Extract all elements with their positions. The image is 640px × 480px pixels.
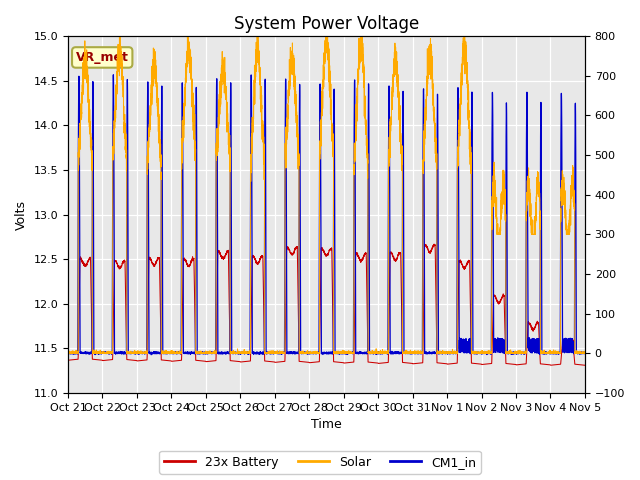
Solar [64, 350, 72, 356]
Solar [397, 144, 405, 149]
CM1_in [398, 350, 406, 356]
CM1_in [579, 350, 587, 356]
CM1_in [170, 350, 177, 356]
Legend: 23x Battery, Solar, CM1_in: 23x Battery, Solar, CM1_in [159, 451, 481, 474]
Solar [258, 122, 266, 128]
23x Battery [170, 358, 177, 364]
23x Battery [397, 300, 405, 306]
Solar [175, 350, 182, 356]
Solar [581, 350, 589, 356]
Solar [116, 33, 124, 39]
23x Battery [471, 360, 479, 366]
Line: 23x Battery: 23x Battery [68, 244, 585, 365]
CM1_in [471, 349, 479, 355]
23x Battery [430, 241, 438, 247]
CM1_in [258, 350, 266, 356]
23x Battery [581, 362, 589, 368]
CM1_in [64, 350, 72, 356]
CM1_in [109, 72, 117, 78]
Line: Solar: Solar [68, 36, 585, 353]
Text: VR_met: VR_met [76, 51, 129, 64]
Solar [471, 350, 479, 356]
Y-axis label: Volts: Volts [15, 200, 28, 229]
23x Battery [579, 362, 587, 368]
CM1_in [175, 350, 182, 356]
Solar [170, 350, 177, 356]
X-axis label: Time: Time [311, 419, 342, 432]
Line: CM1_in: CM1_in [68, 75, 585, 355]
Title: System Power Voltage: System Power Voltage [234, 15, 419, 33]
23x Battery [64, 358, 72, 363]
Solar [579, 350, 587, 356]
23x Battery [175, 358, 182, 363]
CM1_in [147, 352, 155, 358]
23x Battery [258, 253, 266, 259]
CM1_in [581, 350, 589, 356]
